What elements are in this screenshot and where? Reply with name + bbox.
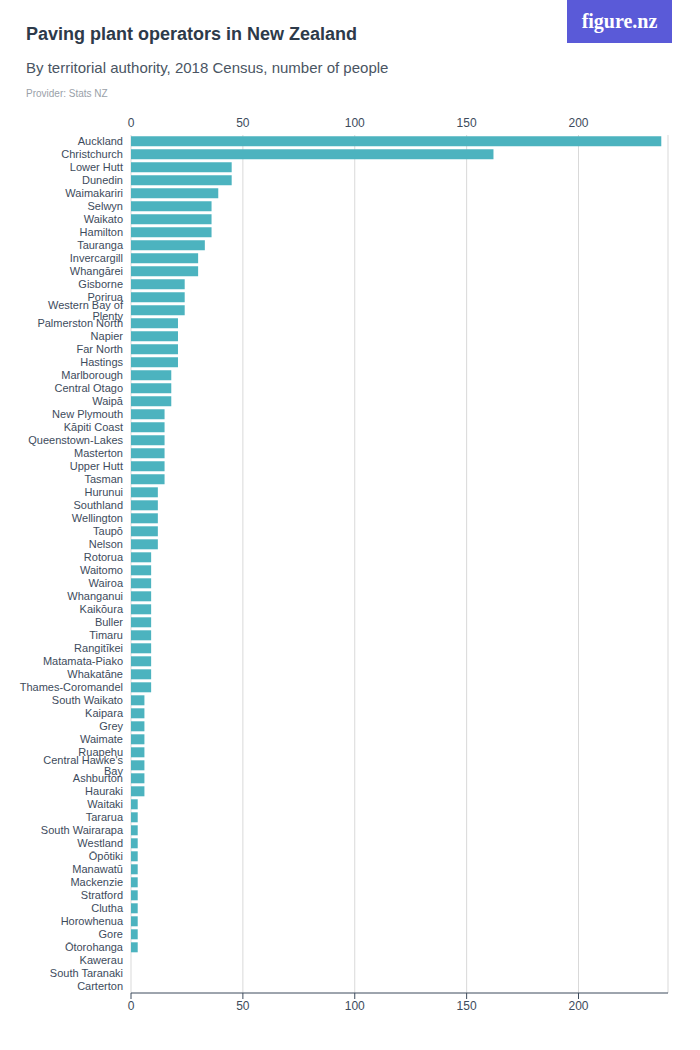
svg-text:Waitomo: Waitomo — [80, 564, 123, 576]
svg-text:Christchurch: Christchurch — [61, 148, 123, 160]
svg-text:Lower Hutt: Lower Hutt — [70, 161, 123, 173]
svg-text:Whanganui: Whanganui — [67, 590, 123, 602]
svg-text:Kāpiti Coast: Kāpiti Coast — [64, 421, 123, 433]
svg-text:South Wairarapa: South Wairarapa — [41, 824, 124, 836]
svg-text:Thames-Coromandel: Thames-Coromandel — [20, 681, 123, 693]
svg-text:Ashburton: Ashburton — [73, 772, 123, 784]
svg-text:Waimakariri: Waimakariri — [65, 187, 123, 199]
svg-text:Ōtorohanga: Ōtorohanga — [65, 941, 124, 953]
svg-text:Westland: Westland — [77, 837, 123, 849]
svg-text:200: 200 — [568, 999, 588, 1013]
svg-text:Hurunui: Hurunui — [84, 486, 123, 498]
svg-text:Central Otago: Central Otago — [55, 382, 123, 394]
svg-text:Mackenzie: Mackenzie — [70, 876, 123, 888]
svg-text:Taupō: Taupō — [93, 525, 123, 537]
svg-text:Rangitīkei: Rangitīkei — [74, 642, 123, 654]
svg-text:Far North: Far North — [77, 343, 123, 355]
svg-text:Kaipara: Kaipara — [85, 707, 124, 719]
svg-text:South Taranaki: South Taranaki — [50, 967, 123, 979]
svg-text:100: 100 — [345, 116, 365, 130]
svg-text:Invercargill: Invercargill — [70, 252, 123, 264]
svg-text:Waipā: Waipā — [92, 395, 124, 407]
svg-text:Rotorua: Rotorua — [84, 551, 124, 563]
svg-text:Waitaki: Waitaki — [87, 798, 123, 810]
svg-text:Marlborough: Marlborough — [61, 369, 123, 381]
svg-text:Nelson: Nelson — [89, 538, 123, 550]
svg-text:Wellington: Wellington — [72, 512, 123, 524]
svg-text:50: 50 — [236, 116, 250, 130]
svg-text:150: 150 — [457, 999, 477, 1013]
svg-text:Waimate: Waimate — [80, 733, 123, 745]
svg-text:Dunedin: Dunedin — [82, 174, 123, 186]
svg-text:Tauranga: Tauranga — [77, 239, 124, 251]
svg-text:200: 200 — [568, 116, 588, 130]
svg-text:Hamilton: Hamilton — [80, 226, 123, 238]
svg-text:Manawatū: Manawatū — [72, 863, 123, 875]
svg-text:Clutha: Clutha — [91, 902, 124, 914]
svg-text:Horowhenua: Horowhenua — [61, 915, 124, 927]
svg-text:Napier: Napier — [91, 330, 124, 342]
svg-text:Grey: Grey — [99, 720, 123, 732]
svg-text:Hauraki: Hauraki — [85, 785, 123, 797]
svg-text:Tasman: Tasman — [84, 473, 123, 485]
svg-text:Gore: Gore — [99, 928, 123, 940]
svg-text:100: 100 — [345, 999, 365, 1013]
svg-text:Queenstown-Lakes: Queenstown-Lakes — [28, 434, 123, 446]
svg-text:Gisborne: Gisborne — [78, 278, 123, 290]
svg-text:150: 150 — [457, 116, 477, 130]
svg-text:Tararua: Tararua — [86, 811, 124, 823]
svg-text:Southland: Southland — [73, 499, 123, 511]
svg-text:Waikato: Waikato — [84, 213, 123, 225]
svg-text:Masterton: Masterton — [74, 447, 123, 459]
svg-text:Auckland: Auckland — [78, 135, 123, 147]
svg-text:Upper Hutt: Upper Hutt — [70, 460, 123, 472]
svg-text:50: 50 — [236, 999, 250, 1013]
svg-text:New Plymouth: New Plymouth — [52, 408, 123, 420]
svg-text:0: 0 — [128, 999, 135, 1013]
svg-text:Stratford: Stratford — [81, 889, 123, 901]
svg-text:Whangārei: Whangārei — [70, 265, 123, 277]
svg-text:Carterton: Carterton — [77, 980, 123, 992]
svg-text:Whakatāne: Whakatāne — [67, 668, 123, 680]
svg-text:Ōpōtiki: Ōpōtiki — [89, 850, 123, 862]
svg-text:South Waikato: South Waikato — [52, 694, 123, 706]
svg-text:Palmerston North: Palmerston North — [37, 317, 123, 329]
svg-text:Hastings: Hastings — [80, 356, 123, 368]
svg-text:Selwyn: Selwyn — [88, 200, 123, 212]
svg-text:Kaikōura: Kaikōura — [80, 603, 124, 615]
svg-text:Timaru: Timaru — [89, 629, 123, 641]
svg-text:Kawerau: Kawerau — [80, 954, 123, 966]
svg-text:Matamata-Piako: Matamata-Piako — [43, 655, 123, 667]
svg-text:Buller: Buller — [95, 616, 123, 628]
svg-text:0: 0 — [128, 116, 135, 130]
svg-text:Wairoa: Wairoa — [89, 577, 124, 589]
